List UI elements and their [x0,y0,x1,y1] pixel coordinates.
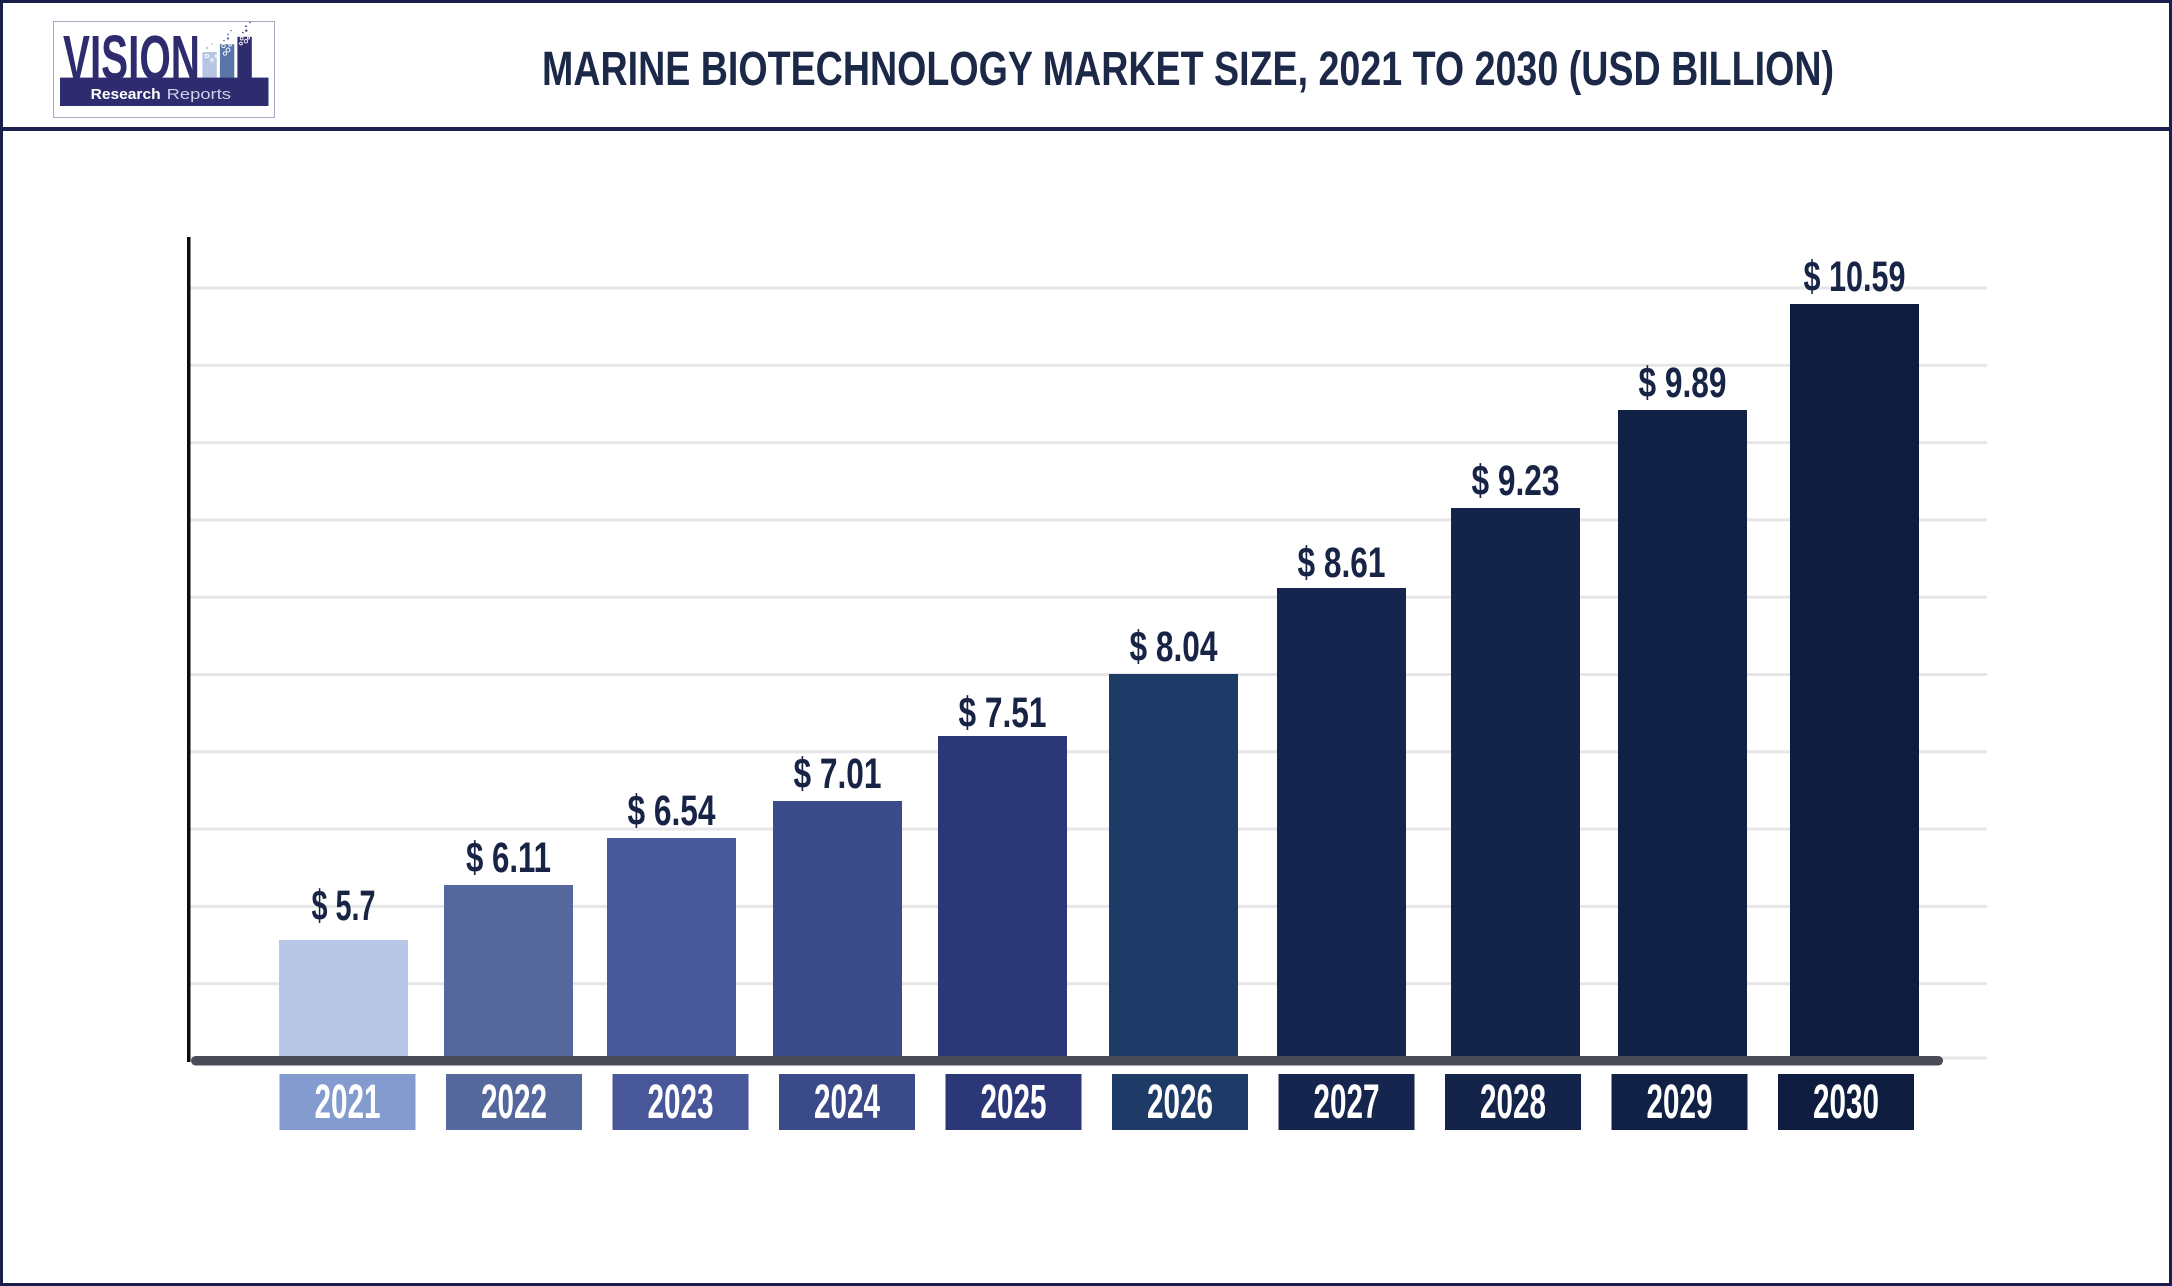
svg-text:2030: 2030 [1813,1076,1879,1129]
svg-text:2023: 2023 [648,1076,714,1129]
svg-text:2022: 2022 [481,1076,547,1129]
svg-text:2024: 2024 [814,1076,880,1129]
svg-text:$ 8.61: $ 8.61 [1298,540,1386,587]
svg-text:2028: 2028 [1480,1076,1546,1129]
svg-text:$ 9.89: $ 9.89 [1639,360,1727,407]
svg-text:$ 7.01: $ 7.01 [794,751,882,798]
svg-text:$ 9.23: $ 9.23 [1472,458,1560,505]
svg-text:2027: 2027 [1314,1076,1380,1129]
svg-text:2026: 2026 [1147,1076,1213,1129]
svg-text:$ 5.7: $ 5.7 [312,883,376,930]
svg-text:$ 10.59: $ 10.59 [1804,254,1906,301]
svg-text:MARINE BIOTECHNOLOGY MARKET SI: MARINE BIOTECHNOLOGY MARKET SIZE, 2021 T… [542,43,1834,96]
svg-text:2029: 2029 [1647,1076,1713,1129]
svg-text:$ 7.51: $ 7.51 [959,690,1047,737]
svg-text:$ 8.04: $ 8.04 [1130,624,1218,671]
svg-text:2025: 2025 [981,1076,1047,1129]
svg-text:$ 6.11: $ 6.11 [466,835,551,882]
svg-text:$ 6.54: $ 6.54 [628,788,716,835]
svg-text:Research: Research [91,87,161,103]
svg-text:Reports: Reports [167,87,231,103]
svg-text:2021: 2021 [315,1076,381,1129]
